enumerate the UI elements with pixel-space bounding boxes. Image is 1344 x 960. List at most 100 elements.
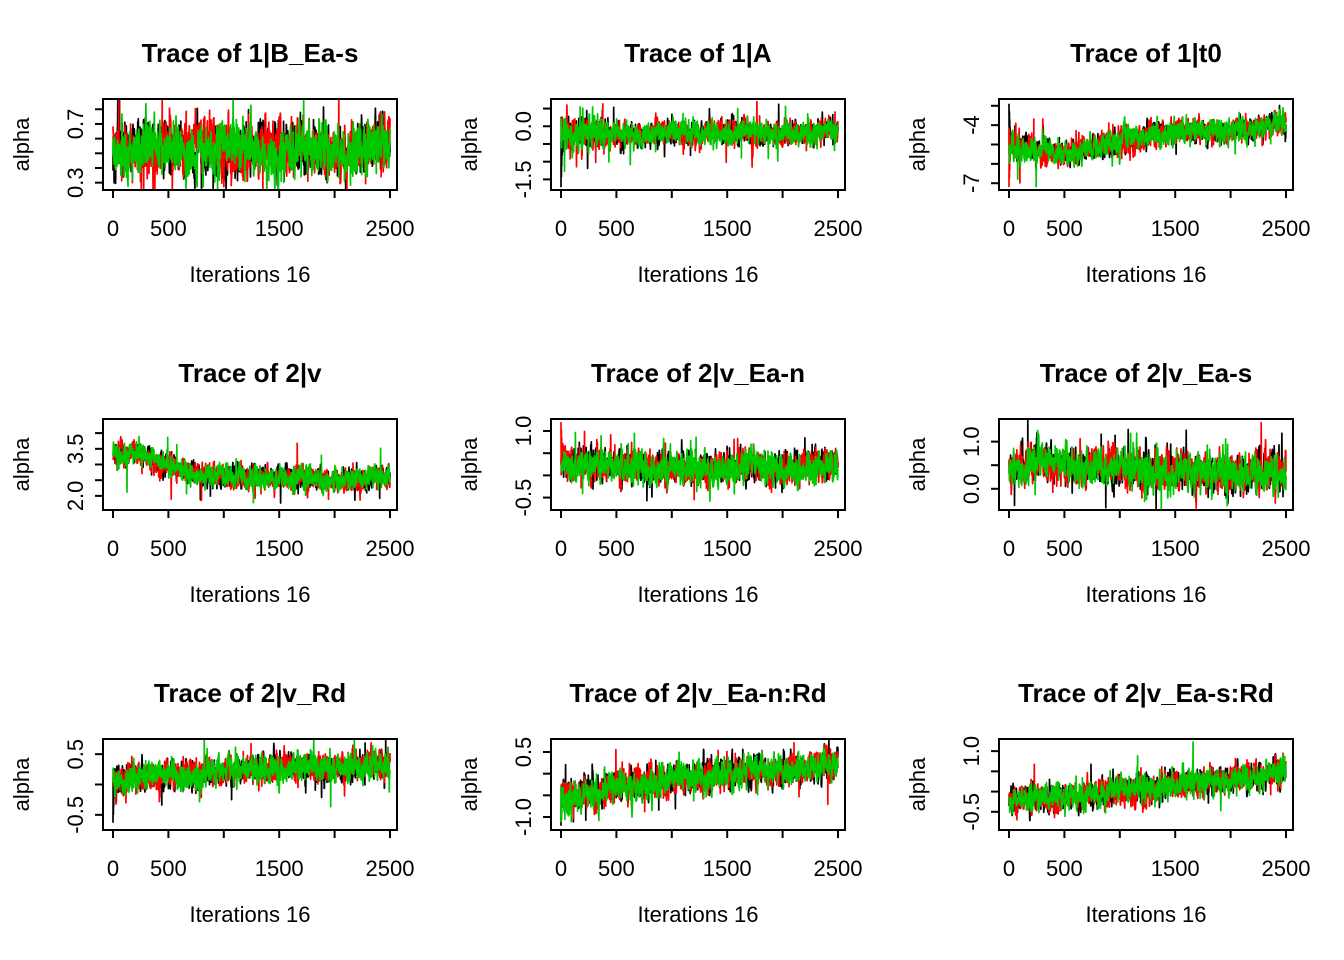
x-axis-label: Iterations 16 bbox=[1085, 262, 1206, 287]
x-tick-label: 2500 bbox=[814, 216, 863, 241]
x-tick-label: 2500 bbox=[814, 536, 863, 561]
y-tick-label: -1.0 bbox=[511, 798, 536, 836]
x-tick-label: 500 bbox=[150, 856, 187, 881]
y-axis-label: alpha bbox=[905, 117, 930, 172]
y-tick-label: 3.5 bbox=[63, 434, 88, 465]
y-axis-label: alpha bbox=[9, 117, 34, 172]
x-tick-label: 2500 bbox=[366, 536, 415, 561]
y-tick-label: 0.5 bbox=[511, 737, 536, 768]
x-tick-label: 1500 bbox=[255, 216, 304, 241]
y-tick-label: 2.0 bbox=[63, 481, 88, 512]
x-tick-label: 500 bbox=[598, 856, 635, 881]
trace-plot-7: Trace of 2|v_Rd alpha Iterations 16 0 500 150… bbox=[0, 640, 448, 960]
plot-frame bbox=[998, 738, 1294, 831]
plot-title: Trace of 2|v_Ea-n bbox=[591, 358, 805, 388]
plot-title: Trace of 2|v_Ea-n:Rd bbox=[569, 678, 826, 708]
y-tick-label: -7 bbox=[959, 173, 984, 193]
trace-line-chain-3 bbox=[112, 435, 391, 504]
x-axis-label: Iterations 16 bbox=[1085, 582, 1206, 607]
x-tick-label: 500 bbox=[150, 536, 187, 561]
y-tick-label: 1.0 bbox=[959, 736, 984, 767]
x-tick-label: 500 bbox=[598, 216, 635, 241]
trace-line-chain-3 bbox=[1008, 106, 1287, 188]
x-tick-label: 1500 bbox=[255, 856, 304, 881]
y-axis-label: alpha bbox=[905, 757, 930, 812]
trace-line-chain-3 bbox=[112, 98, 391, 191]
trace-plot-4: Trace of 2|v alpha Iterations 16 0 500 1500 25… bbox=[0, 320, 448, 640]
plot-title: Trace of 2|v bbox=[178, 358, 322, 388]
trace-plot-canvas-3: Trace of 1|t0 alpha Iterations 16 0 500 1500 2… bbox=[905, 38, 1311, 287]
plot-title: Trace of 2|v_Ea-s bbox=[1040, 358, 1253, 388]
plot-frame bbox=[102, 98, 398, 191]
plot-frame bbox=[998, 98, 1294, 191]
x-tick-label: 500 bbox=[150, 216, 187, 241]
trace-plot-canvas-4: Trace of 2|v alpha Iterations 16 0 500 1500 25… bbox=[9, 358, 415, 607]
x-tick-label: 0 bbox=[555, 856, 567, 881]
x-tick-label: 0 bbox=[1003, 216, 1015, 241]
x-axis-label: Iterations 16 bbox=[189, 902, 310, 927]
plot-title: Trace of 1|A bbox=[624, 38, 772, 68]
trace-line-chain-3 bbox=[1008, 741, 1287, 818]
x-tick-label: 0 bbox=[1003, 536, 1015, 561]
plot-title: Trace of 2|v_Ea-s:Rd bbox=[1018, 678, 1274, 708]
x-axis-label: Iterations 16 bbox=[1085, 902, 1206, 927]
x-tick-label: 0 bbox=[107, 216, 119, 241]
y-tick-label: 0.0 bbox=[511, 111, 536, 142]
x-tick-label: 1500 bbox=[1151, 216, 1200, 241]
x-tick-label: 2500 bbox=[366, 856, 415, 881]
plot-frame bbox=[102, 418, 398, 511]
x-tick-label: 1500 bbox=[1151, 856, 1200, 881]
x-axis-label: Iterations 16 bbox=[637, 582, 758, 607]
x-axis-label: Iterations 16 bbox=[637, 902, 758, 927]
y-tick-label: -1.5 bbox=[511, 160, 536, 198]
x-tick-label: 0 bbox=[107, 856, 119, 881]
x-tick-label: 2500 bbox=[1262, 536, 1311, 561]
x-tick-label: 1500 bbox=[703, 536, 752, 561]
x-tick-label: 0 bbox=[555, 216, 567, 241]
trace-plot-canvas-2: Trace of 1|A alpha Iterations 16 0 500 1500 25… bbox=[457, 38, 863, 287]
trace-line-chain-3 bbox=[1008, 429, 1287, 511]
y-tick-label: -0.5 bbox=[511, 479, 536, 517]
y-tick-label: 1.0 bbox=[959, 426, 984, 457]
plot-frame bbox=[102, 738, 398, 831]
x-tick-label: 1500 bbox=[703, 856, 752, 881]
plot-title: Trace of 1|B_Ea-s bbox=[142, 38, 359, 68]
plot-frame bbox=[998, 418, 1294, 511]
x-tick-label: 500 bbox=[1046, 536, 1083, 561]
y-tick-label: 0.5 bbox=[63, 739, 88, 770]
trace-plot-2: Trace of 1|A alpha Iterations 16 0 500 1500 25… bbox=[448, 0, 896, 320]
x-axis-label: Iterations 16 bbox=[189, 582, 310, 607]
x-tick-label: 2500 bbox=[1262, 216, 1311, 241]
x-tick-label: 2500 bbox=[366, 216, 415, 241]
x-tick-label: 500 bbox=[1046, 216, 1083, 241]
plot-title: Trace of 2|v_Rd bbox=[154, 678, 346, 708]
y-tick-label: 0.7 bbox=[63, 109, 88, 140]
trace-plot-3: Trace of 1|t0 alpha Iterations 16 0 500 1500 2… bbox=[896, 0, 1344, 320]
x-tick-label: 2500 bbox=[814, 856, 863, 881]
plot-title: Trace of 1|t0 bbox=[1070, 38, 1222, 68]
x-tick-label: 0 bbox=[555, 536, 567, 561]
y-tick-label: -0.5 bbox=[959, 793, 984, 831]
plot-frame bbox=[550, 418, 846, 511]
trace-line-chain-3 bbox=[112, 738, 391, 808]
x-tick-label: 1500 bbox=[1151, 536, 1200, 561]
x-axis-label: Iterations 16 bbox=[189, 262, 310, 287]
x-tick-label: 1500 bbox=[255, 536, 304, 561]
x-axis-label: Iterations 16 bbox=[637, 262, 758, 287]
y-tick-label: 0.0 bbox=[959, 473, 984, 504]
x-tick-label: 2500 bbox=[1262, 856, 1311, 881]
y-axis-label: alpha bbox=[457, 757, 482, 812]
y-axis-label: alpha bbox=[457, 117, 482, 172]
x-tick-label: 500 bbox=[598, 536, 635, 561]
y-axis-label: alpha bbox=[9, 437, 34, 492]
x-tick-label: 0 bbox=[1003, 856, 1015, 881]
y-axis-label: alpha bbox=[457, 437, 482, 492]
